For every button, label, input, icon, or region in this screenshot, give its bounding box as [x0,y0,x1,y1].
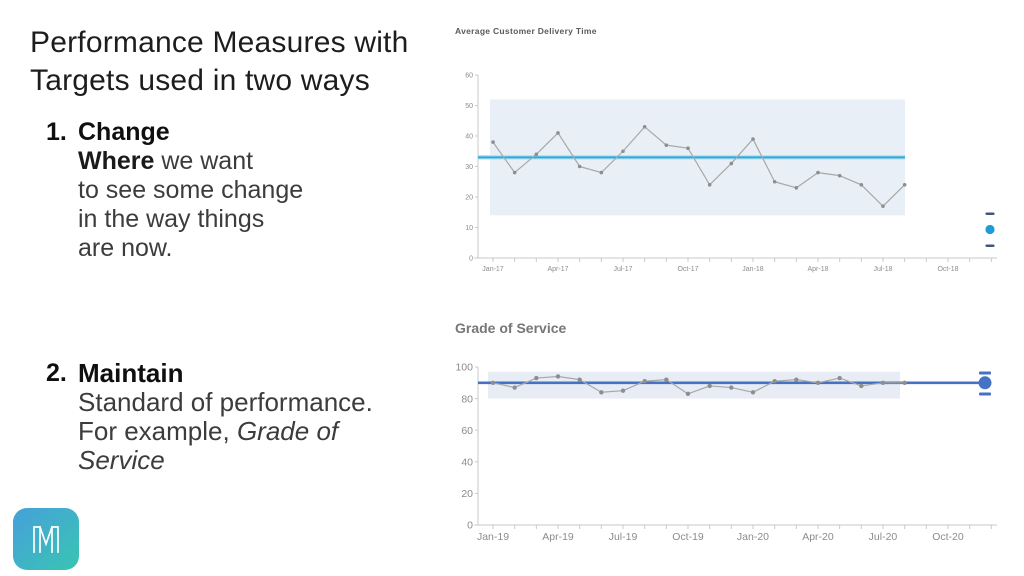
svg-text:Jul-18: Jul-18 [873,266,892,273]
item-text-line: For example, Grade of [78,417,373,446]
item-text: For example, [78,416,237,446]
svg-text:Oct-20: Oct-20 [932,531,964,543]
svg-text:Apr-18: Apr-18 [807,266,828,273]
svg-text:Jul-19: Jul-19 [609,531,638,543]
chart-title: Average Customer Delivery Time [455,26,597,36]
item-text-line: are now. [78,234,173,262]
svg-text:50: 50 [465,103,473,110]
chart-title: Grade of Service [455,320,567,336]
svg-text:30: 30 [465,164,473,171]
svg-text:Jan-19: Jan-19 [477,531,509,543]
svg-text:Apr-17: Apr-17 [547,266,568,273]
svg-text:0: 0 [467,520,473,532]
chart-grade-of-service: Grade of Service 0 20 40 60 80 100 Jan-19 Apr-1… [440,318,1024,570]
svg-text:0: 0 [469,255,473,262]
item-text-line: to see some change [78,176,304,204]
svg-text:Jan-18: Jan-18 [742,266,764,273]
svg-text:Jan-20: Jan-20 [737,531,769,543]
svg-text:40: 40 [465,133,473,140]
svg-text:Apr-19: Apr-19 [542,531,574,543]
list-item-maintain: 2. Maintain Standard of performance. For… [30,359,373,475]
svg-text:Oct-18: Oct-18 [937,266,958,273]
svg-text:Oct-19: Oct-19 [672,531,704,543]
item-text: we want [154,147,254,175]
item-number: 2. [46,359,67,387]
list-item-change: 1. Change Where we want to see some chan… [30,118,303,263]
title-line-2: Targets used in two ways [30,64,370,97]
bold-word: Where [78,147,155,175]
svg-text:60: 60 [465,72,473,79]
item-text-line: Where we want [78,147,303,176]
svg-text:10: 10 [465,225,473,232]
line-chart-canvas: 0 20 40 60 80 100 Jan-19 Apr-19 Jul-19 Oct-19 Jan-… [455,362,997,543]
item-heading: Maintain [78,358,184,388]
item-text-line: Service [78,445,165,475]
brand-logo [13,508,79,570]
svg-text:Jul-17: Jul-17 [613,266,632,273]
item-number: 1. [46,118,67,146]
svg-text:60: 60 [461,425,473,437]
svg-text:80: 80 [461,393,473,405]
italic-text: Grade of [236,416,339,446]
title-line-1: Performance Measures with [30,26,409,59]
svg-text:20: 20 [461,488,473,500]
svg-text:40: 40 [461,456,473,468]
chart-average-customer-delivery-time: Average Customer Delivery Time 0 10 20 30 40… [440,20,1024,298]
svg-text:Oct-17: Oct-17 [677,266,698,273]
item-text-line: in the way things [78,205,265,233]
item-heading: Change [78,118,170,146]
page-title: Performance Measures with Targets used i… [30,24,408,100]
svg-text:Apr-20: Apr-20 [802,531,834,543]
svg-text:20: 20 [465,194,473,201]
line-chart-canvas: 0 10 20 30 40 50 60 Jan-17 Apr-17 Jul-17 Oct-17 Jan… [465,72,997,273]
svg-text:100: 100 [455,362,473,374]
svg-text:Jan-17: Jan-17 [482,266,504,273]
svg-text:Jul-20: Jul-20 [869,531,898,543]
m-monogram-icon [33,525,59,553]
item-text-line: Standard of performance. [78,387,373,417]
